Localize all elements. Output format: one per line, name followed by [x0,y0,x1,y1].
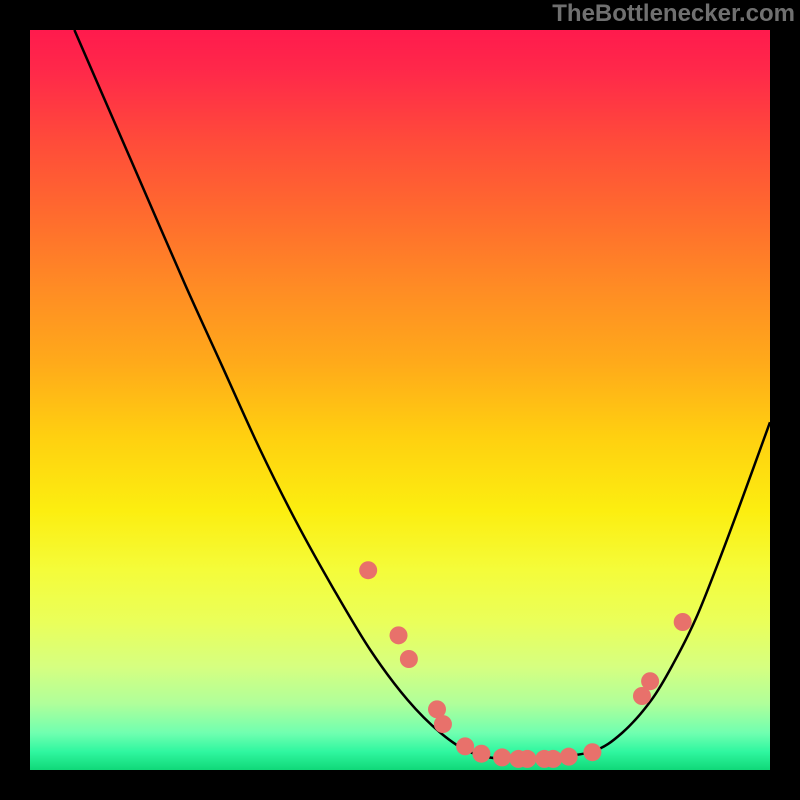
data-marker [400,650,418,668]
data-marker [518,750,536,768]
bottleneck-curve [74,30,770,759]
curve-layer [30,30,770,770]
data-marker [583,743,601,761]
data-marker [641,672,659,690]
data-marker [493,748,511,766]
data-marker [674,613,692,631]
data-marker [544,750,562,768]
data-marker [560,748,578,766]
data-marker [456,737,474,755]
watermark-text: TheBottlenecker.com [552,0,795,28]
data-marker [390,626,408,644]
plot-area [30,30,770,770]
markers-group [359,561,692,768]
chart-container: TheBottlenecker.com [0,0,800,800]
data-marker [472,745,490,763]
data-marker [359,561,377,579]
data-marker [434,715,452,733]
